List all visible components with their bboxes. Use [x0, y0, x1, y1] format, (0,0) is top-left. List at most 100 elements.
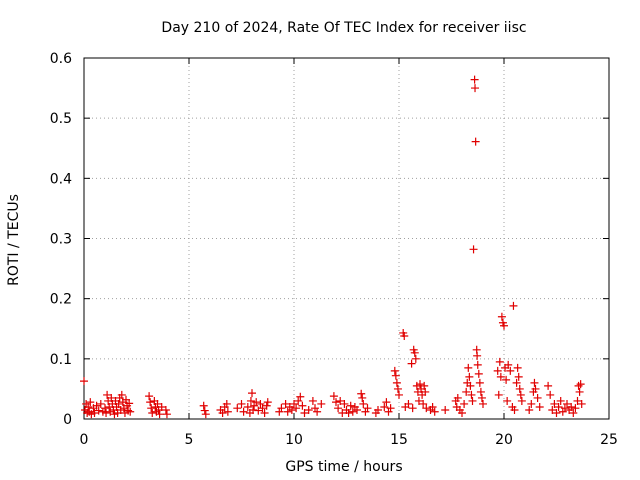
x-tick-label: 25 [600, 432, 618, 448]
data-point [410, 348, 419, 357]
data-point [546, 390, 555, 399]
data-point [422, 404, 431, 413]
data-point [471, 137, 480, 146]
data-point [281, 399, 290, 408]
data-point [419, 399, 428, 408]
data-point [332, 398, 340, 407]
data-point [494, 390, 503, 399]
data-point [392, 378, 401, 387]
data-point [294, 396, 303, 405]
data-point [233, 404, 242, 413]
data-point [80, 377, 88, 386]
data-point [506, 366, 515, 375]
data-point [275, 407, 284, 416]
data-point [155, 410, 164, 419]
data-point [416, 380, 424, 389]
data-point [460, 399, 469, 408]
data-point [556, 396, 565, 405]
data-point [479, 399, 487, 408]
data-point [92, 401, 101, 410]
data-point [407, 359, 416, 368]
data-point [414, 396, 423, 405]
data-point [552, 408, 561, 417]
y-tick-label: 0 [63, 412, 72, 428]
data-point [237, 399, 246, 408]
data-point [346, 401, 355, 410]
data-point [239, 407, 248, 416]
data-point [161, 405, 170, 414]
data-point [357, 389, 366, 398]
data-point [393, 384, 402, 393]
data-point [390, 366, 399, 375]
data-point [361, 407, 370, 416]
data-point [533, 393, 542, 402]
data-point [569, 408, 578, 417]
data-point [496, 372, 505, 381]
data-point [504, 360, 513, 369]
data-point [344, 408, 353, 417]
data-point [458, 408, 466, 417]
data-point [157, 402, 166, 411]
data-point [145, 392, 154, 401]
data-point [466, 381, 475, 390]
y-tick-label: 0.4 [50, 171, 72, 187]
data-points [80, 75, 586, 419]
data-point [571, 404, 580, 413]
y-tick-label: 0.6 [50, 51, 72, 67]
data-point [473, 360, 482, 369]
data-point [287, 405, 296, 414]
data-point [380, 402, 389, 411]
data-point [334, 404, 343, 413]
x-axis-label: GPS time / hours [285, 459, 402, 475]
chart-title: Day 210 of 2024, Rate Of TEC Index for r… [161, 20, 526, 36]
data-point [96, 399, 105, 408]
data-point [563, 399, 571, 408]
data-point [311, 404, 319, 413]
data-point [256, 399, 265, 408]
data-point [550, 399, 559, 408]
data-point [495, 357, 504, 366]
data-point [404, 399, 413, 408]
data-point [277, 404, 286, 413]
data-point [258, 404, 267, 413]
data-point [374, 405, 382, 414]
data-point [358, 393, 367, 402]
data-point [510, 405, 519, 414]
data-point [514, 372, 523, 381]
data-point [560, 404, 569, 413]
data-point [453, 393, 462, 402]
data-point [535, 402, 544, 411]
data-point [146, 398, 155, 407]
data-point [222, 399, 231, 408]
data-point [308, 396, 317, 405]
data-point [252, 398, 261, 407]
data-point [353, 405, 361, 414]
data-point [283, 407, 292, 416]
data-point [411, 354, 420, 363]
data-point [500, 321, 508, 330]
data-point [473, 351, 482, 360]
y-tick-label: 0.5 [50, 111, 72, 127]
data-point [290, 399, 298, 408]
data-point [477, 393, 486, 402]
data-point [513, 363, 522, 372]
data-point [475, 378, 484, 387]
data-point [382, 398, 391, 407]
data-point [101, 404, 109, 413]
data-point [558, 407, 567, 416]
data-point [147, 404, 156, 413]
ticks-layer: 0 5 10 15 20 25 0 0.1 0.2 0.3 0.4 0.5 0.6 [50, 51, 618, 448]
plot-frame [83, 57, 610, 420]
data-point [527, 399, 536, 408]
x-tick-label: 5 [185, 432, 194, 448]
data-point [90, 408, 99, 417]
data-point [525, 405, 534, 414]
y-tick-label: 0.3 [50, 232, 72, 248]
x-tick-label: 0 [80, 432, 89, 448]
data-point [462, 387, 471, 396]
data-point [493, 366, 502, 375]
data-point [517, 396, 526, 405]
data-point [201, 410, 210, 419]
data-point [441, 405, 450, 414]
